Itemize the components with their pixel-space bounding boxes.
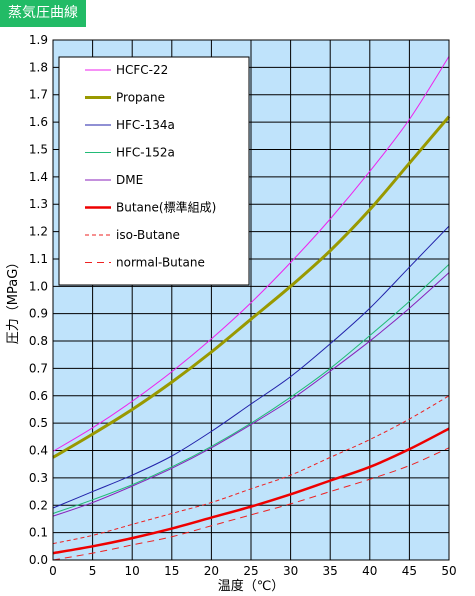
series-line-1 (52, 115, 451, 459)
x-tick-label: 10 (125, 564, 140, 578)
legend-label: DME (116, 173, 143, 187)
x-tick-label: 0 (49, 564, 57, 578)
series-line-4 (52, 272, 450, 517)
legend-label: HCFC-22 (116, 63, 168, 77)
x-tick-label: 30 (283, 564, 298, 578)
legend-label: Butane(標準組成) (116, 200, 216, 215)
y-tick-label: 0.9 (29, 307, 48, 321)
x-axis-label: 温度（℃） (218, 578, 285, 594)
y-tick-label: 1.5 (29, 142, 48, 156)
plot-border (52, 39, 450, 561)
legend-label: HFC-152a (116, 146, 175, 160)
x-tick-label: 15 (164, 564, 179, 578)
y-tick-label: 1.8 (29, 60, 48, 74)
y-tick-label: 1.0 (29, 279, 48, 293)
legend-label: HFC-134a (116, 118, 175, 132)
y-tick-label: 0.8 (29, 334, 48, 348)
y-tick-label: 0.6 (29, 389, 48, 403)
y-tick-label: 0.4 (29, 444, 48, 458)
x-tick-label: 50 (441, 564, 456, 578)
y-axis-label: 圧力（MPaG） (6, 256, 21, 345)
x-tick-label: 45 (402, 564, 417, 578)
series-line-2 (52, 225, 450, 509)
series-line-7 (52, 447, 450, 561)
legend-box (58, 56, 250, 286)
y-tick-label: 1.2 (29, 225, 48, 239)
x-tick-label: 20 (204, 564, 219, 578)
x-tick-label: 5 (89, 564, 97, 578)
y-tick-label: 0.0 (29, 553, 48, 567)
y-tick-label: 1.9 (29, 33, 48, 47)
legend: HCFC-22 Propane HFC-134a HFC-152a DME Butane(… (58, 56, 250, 286)
y-tick-label: 1.3 (29, 197, 48, 211)
y-tick-label: 0.7 (29, 361, 48, 375)
y-tick-label: 1.1 (29, 252, 48, 266)
y-tick-label: 1.4 (29, 170, 48, 184)
y-tick-label: 0.3 (29, 471, 48, 485)
series-line-3 (52, 264, 450, 514)
y-tick-label: 1.7 (29, 88, 48, 102)
y-tick-label: 0.2 (29, 498, 48, 512)
y-tick-label: 0.5 (29, 416, 48, 430)
page-title: 蒸気圧曲線 (0, 0, 86, 27)
y-tick-label: 1.6 (29, 115, 48, 129)
series-lines (52, 56, 451, 561)
x-tick-label: 35 (323, 564, 338, 578)
y-tick-label: 0.1 (29, 526, 48, 540)
x-tick-label: 40 (362, 564, 377, 578)
series-line-5 (52, 427, 450, 555)
legend-label: normal-Butane (116, 256, 205, 270)
tick-labels: 0 5 10 15 20 25 30 35 40 45 50 0.0 0.1 0.2 0.3 0.4 0.5 0.… (29, 33, 457, 578)
legend-label: iso-Butane (116, 228, 180, 242)
x-tick-label: 25 (243, 564, 258, 578)
legend-label: Propane (116, 91, 165, 105)
series-line-0 (52, 56, 450, 452)
series-line-6 (52, 395, 450, 545)
